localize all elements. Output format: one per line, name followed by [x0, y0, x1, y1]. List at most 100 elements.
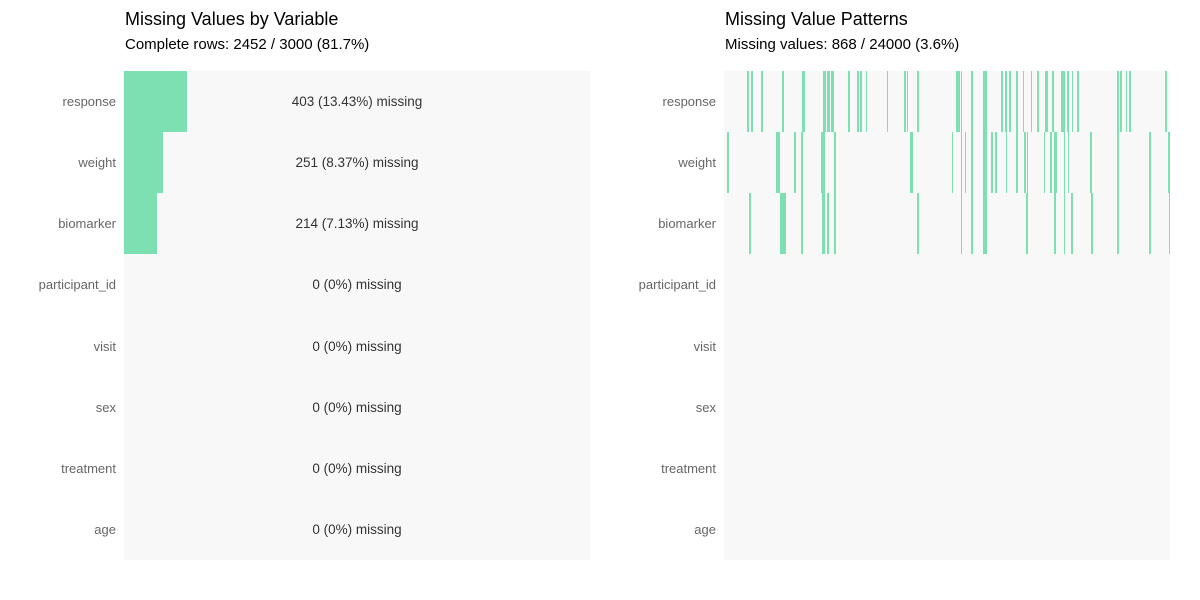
- missing-tick-weight: [1050, 132, 1052, 194]
- missing-tick-response: [823, 71, 825, 133]
- missing-tick-biomarker: [1070, 193, 1073, 255]
- pattern-variable-label-weight: weight: [678, 155, 716, 171]
- missing-tick-response: [1062, 71, 1065, 133]
- missing-tick-response: [827, 71, 829, 133]
- missing-tick-biomarker: [780, 193, 782, 255]
- missing-tick-response: [781, 71, 784, 133]
- missing-tick-biomarker: [827, 193, 829, 255]
- missing-tick-weight: [911, 132, 913, 194]
- bar-chart-title: Missing Values by Variable: [125, 9, 339, 29]
- missing-tick-response: [831, 71, 833, 133]
- missing-annotation-response: 403 (13.43%) missing: [291, 94, 423, 110]
- missing-tick-response: [751, 71, 753, 133]
- bar-variable-label-treatment: treatment: [61, 460, 116, 476]
- missing-tick-response: [958, 71, 960, 133]
- missing-tick-response: [1046, 71, 1049, 133]
- missing-tick-response: [1008, 71, 1011, 133]
- missing-tick-weight: [801, 132, 803, 194]
- missing-tick-response: [960, 71, 963, 133]
- missing-tick-response: [1022, 71, 1025, 133]
- bar-row-biomarker: 214 (7.13%) missing: [124, 193, 590, 255]
- bar-variable-label-weight: weight: [78, 155, 116, 171]
- missing-tick-response: [761, 71, 763, 133]
- bar-row-response: 403 (13.43%) missing: [124, 71, 590, 133]
- missing-tick-biomarker: [983, 193, 985, 255]
- missing-tick-weight: [1016, 132, 1018, 194]
- missing-tick-response: [747, 71, 749, 133]
- missing-annotation-weight: 251 (8.37%) missing: [295, 155, 419, 171]
- missing-tick-weight: [1090, 132, 1092, 194]
- pattern-row-biomarker: [724, 193, 1170, 255]
- bar-row-treatment: 0 (0%) missing: [124, 438, 590, 499]
- missing-tick-biomarker: [748, 193, 751, 255]
- missing-tick-response: [803, 71, 806, 133]
- missing-tick-biomarker: [822, 193, 824, 255]
- missing-tick-biomarker: [1149, 193, 1151, 255]
- missing-tick-response: [860, 71, 862, 133]
- missing-tick-biomarker: [1054, 193, 1056, 255]
- missing-tick-weight: [1005, 132, 1008, 194]
- missing-tick-weight: [1026, 132, 1029, 194]
- missing-tick-response: [1016, 71, 1018, 133]
- missing-tick-response: [856, 71, 859, 133]
- missing-tick-weight: [1168, 132, 1170, 194]
- pattern-chart-variable-labels: response weight biomarker participant_id vis…: [560, 71, 716, 560]
- bar-row-visit: 0 (0%) missing: [124, 316, 590, 377]
- missing-annotation-biomarker: 214 (7.13%) missing: [295, 216, 419, 232]
- missing-tick-weight: [1063, 132, 1066, 194]
- missing-tick-response: [886, 71, 889, 133]
- missing-tick-response: [1120, 71, 1122, 133]
- bar-chart-plot-area: 403 (13.43%) missing 251 (8.37%) missing 2…: [124, 71, 590, 560]
- missing-annotation-participant_id: 0 (0%) missing: [312, 277, 402, 293]
- pattern-variable-label-treatment: treatment: [661, 460, 716, 476]
- missing-tick-response: [983, 71, 985, 133]
- missing-tick-weight: [1067, 132, 1070, 194]
- missing-tick-weight: [983, 132, 985, 194]
- missing-tick-weight: [834, 132, 836, 194]
- missing-tick-weight: [971, 132, 973, 194]
- missing-tick-weight: [964, 132, 967, 194]
- missing-tick-biomarker: [801, 193, 803, 255]
- pattern-row-visit: [724, 316, 1170, 377]
- missing-annotation-treatment: 0 (0%) missing: [312, 460, 402, 476]
- pattern-row-participant_id: [724, 254, 1170, 315]
- missing-tick-weight: [1054, 132, 1056, 194]
- missing-tick-response: [1116, 71, 1119, 133]
- pattern-row-response: [724, 71, 1170, 133]
- missing-tick-response: [1030, 71, 1033, 133]
- missing-bar-weight: [124, 132, 163, 194]
- missing-tick-weight: [794, 132, 796, 194]
- missing-tick-weight: [776, 132, 778, 194]
- missing-tick-response: [906, 71, 909, 133]
- missing-tick-weight: [960, 132, 963, 194]
- missing-tick-response: [1071, 71, 1074, 133]
- missing-tick-weight: [823, 132, 825, 194]
- missing-tick-biomarker: [984, 193, 987, 255]
- missing-tick-response: [1061, 71, 1063, 133]
- missing-tick-response: [1165, 71, 1167, 133]
- missing-tick-response: [1077, 71, 1079, 133]
- missing-tick-response: [824, 71, 827, 133]
- pattern-chart-plot-area: [724, 71, 1170, 560]
- pattern-row-treatment: [724, 438, 1170, 499]
- missing-tick-weight: [1043, 132, 1046, 194]
- missing-tick-biomarker: [960, 193, 963, 255]
- missing-tick-response: [971, 71, 973, 133]
- pattern-row-weight: [724, 132, 1170, 194]
- missing-tick-response: [847, 71, 850, 133]
- missing-tick-biomarker: [1063, 193, 1066, 255]
- missing-tick-biomarker: [1169, 193, 1170, 255]
- missing-tick-weight: [1149, 132, 1151, 194]
- missing-annotation-age: 0 (0%) missing: [312, 521, 402, 537]
- pattern-variable-label-response: response: [662, 94, 716, 110]
- bar-row-age: 0 (0%) missing: [124, 499, 590, 560]
- bar-row-sex: 0 (0%) missing: [124, 377, 590, 438]
- pattern-row-age: [724, 499, 1170, 560]
- bar-variable-label-biomarker: biomarker: [58, 216, 116, 232]
- bar-row-weight: 251 (8.37%) missing: [124, 132, 590, 194]
- missing-tick-response: [1052, 71, 1054, 133]
- missing-tick-response: [1045, 71, 1047, 133]
- missing-tick-response: [917, 71, 919, 133]
- missing-tick-biomarker: [971, 193, 973, 255]
- missing-tick-weight: [1055, 132, 1058, 194]
